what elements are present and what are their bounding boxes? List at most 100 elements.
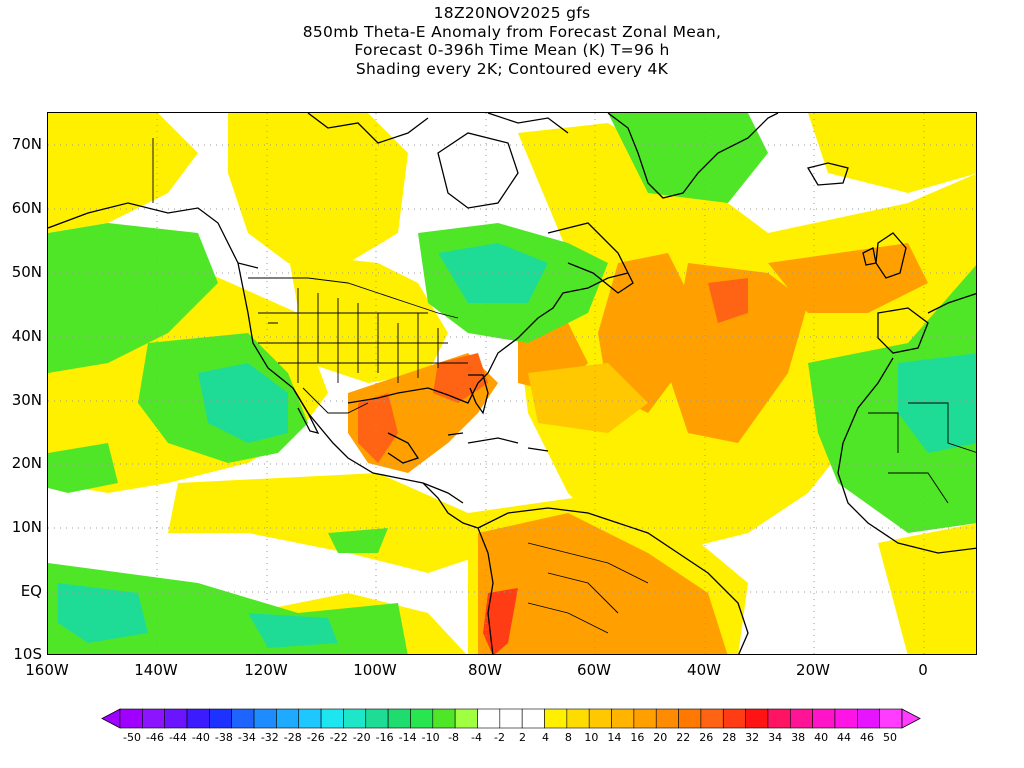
- lon-label-100w: 100W: [353, 661, 397, 679]
- anomaly-map: [47, 112, 977, 655]
- graticule: [48, 113, 976, 654]
- colorbar-swatch: [387, 708, 411, 729]
- colorbar-tick-label: 16: [630, 731, 645, 744]
- colorbar-tick-label: -32: [260, 731, 279, 744]
- coastlines: [48, 113, 976, 654]
- lat-label-20n: 20N: [11, 454, 42, 472]
- colorbar-swatch: [722, 708, 746, 729]
- colorbar-tick-label: 2: [518, 731, 526, 744]
- colorbar-tick-label: 10: [584, 731, 599, 744]
- colorbar-swatch: [834, 708, 858, 729]
- color-scale-swatches: [101, 708, 921, 729]
- colorbar-swatch: [119, 708, 143, 729]
- colorbar-tick-label: 50: [883, 731, 897, 744]
- colorbar-swatch: [789, 708, 813, 729]
- lon-label-160w: 160W: [25, 661, 69, 679]
- lat-label-eq: EQ: [20, 582, 42, 600]
- colorbar-tick-label: -8: [448, 731, 460, 744]
- colorbar-swatch: [499, 708, 523, 729]
- colorbar-swatch: [454, 708, 478, 729]
- colorbar-arrow-left: [101, 708, 121, 729]
- colorbar-swatch: [164, 708, 188, 729]
- colorbar-tick-label: -4: [471, 731, 483, 744]
- lat-label-30n: 30N: [11, 391, 42, 409]
- colorbar-tick-label: -40: [191, 731, 210, 744]
- colorbar-tick-label: -34: [237, 731, 256, 744]
- colorbar-swatch: [588, 708, 612, 729]
- lon-label-60w: 60W: [577, 661, 611, 679]
- lat-label-40n: 40N: [11, 327, 42, 345]
- colorbar-swatch: [566, 708, 590, 729]
- colorbar-tick-label: -50: [123, 731, 141, 744]
- colorbar-tick-label: 34: [768, 731, 783, 744]
- colorbar-swatch: [678, 708, 702, 729]
- lon-label-40w: 40W: [687, 661, 721, 679]
- lon-label-120w: 120W: [244, 661, 288, 679]
- colorbar-swatch: [231, 708, 255, 729]
- colorbar-swatch: [812, 708, 836, 729]
- colorbar-tick-label: -14: [398, 731, 417, 744]
- colorbar-swatch: [655, 708, 679, 729]
- colorbar-tick-label: 26: [699, 731, 714, 744]
- colorbar-tick-label: -22: [329, 731, 348, 744]
- lat-label-10s: 10S: [13, 645, 42, 663]
- colorbar-tick-label: -44: [168, 731, 187, 744]
- lat-label-50n: 50N: [11, 263, 42, 281]
- colorbar-swatch: [186, 708, 210, 729]
- colorbar-tick-label: 14: [607, 731, 622, 744]
- colorbar-tick-label: 40: [814, 731, 829, 744]
- lon-label-80w: 80W: [468, 661, 502, 679]
- colorbar-swatch: [276, 708, 300, 729]
- colorbar-swatch: [857, 708, 880, 729]
- colorbar-tick-label: -2: [494, 731, 505, 744]
- colorbar-swatch: [343, 708, 367, 729]
- lat-label-10n: 10N: [11, 518, 42, 536]
- title-line-2: 850mb Theta-E Anomaly from Forecast Zona…: [302, 22, 722, 41]
- colorbar-swatch: [253, 708, 277, 729]
- lat-label-70n: 70N: [11, 135, 42, 153]
- title-line-4: Shading every 2K; Contoured every 4K: [355, 59, 669, 78]
- colorbar-tick-label: 22: [676, 731, 691, 744]
- colorbar-tick-label: -20: [352, 731, 371, 744]
- colorbar-swatch: [700, 708, 724, 729]
- colorbar-tick-label: 4: [541, 731, 549, 744]
- lon-label-0: 0: [918, 661, 928, 679]
- colorbar-swatch: [320, 708, 344, 729]
- colorbar-swatch: [142, 708, 165, 729]
- orange-anomaly-regions: [348, 243, 928, 654]
- title-line-3: Forecast 0-396h Time Mean (K) T=96 h: [354, 41, 670, 59]
- colorbar-swatch: [611, 708, 635, 729]
- colorbar-swatch: [879, 708, 903, 729]
- colorbar-arrow-right: [901, 708, 921, 729]
- colorbar-tick-label: 38: [791, 731, 806, 744]
- colorbar-tick-label: 44: [837, 731, 852, 744]
- colorbar-tick-label: 20: [653, 731, 668, 744]
- color-scale-bar: [0, 706, 1024, 766]
- map-canvas: [48, 113, 976, 654]
- colorbar-swatch: [410, 708, 434, 729]
- title-line-1: 18Z20NOV2025 gfs: [433, 4, 591, 22]
- cyan-anomaly-regions: [58, 243, 976, 648]
- colorbar-swatch: [745, 708, 769, 729]
- lat-label-60n: 60N: [11, 199, 42, 217]
- colorbar-swatch: [432, 708, 456, 729]
- colorbar-tick-label: -26: [306, 731, 325, 744]
- colorbar-swatch: [767, 708, 791, 729]
- lon-label-140w: 140W: [134, 661, 178, 679]
- title-block: 18Z20NOV2025 gfs 850mb Theta-E Anomaly f…: [0, 4, 1024, 78]
- colorbar-tick-label: -28: [283, 731, 302, 744]
- colorbar-tick-label: -10: [421, 731, 440, 744]
- political-borders: [152, 138, 976, 634]
- colorbar-swatch: [544, 708, 568, 729]
- colorbar-tick-label: 32: [745, 731, 760, 744]
- colorbar-swatch: [209, 708, 233, 729]
- colorbar-tick-label: 46: [860, 731, 875, 744]
- colorbar-swatch: [298, 708, 322, 729]
- colorbar-swatch: [477, 708, 501, 729]
- colorbar-swatch: [633, 708, 657, 729]
- colorbar-swatch: [365, 708, 389, 729]
- colorbar-tick-label: 28: [722, 731, 737, 744]
- colorbar-tick-label: -38: [214, 731, 233, 744]
- colorbar-swatch: [521, 708, 545, 729]
- colorbar-tick-label: 8: [564, 731, 572, 744]
